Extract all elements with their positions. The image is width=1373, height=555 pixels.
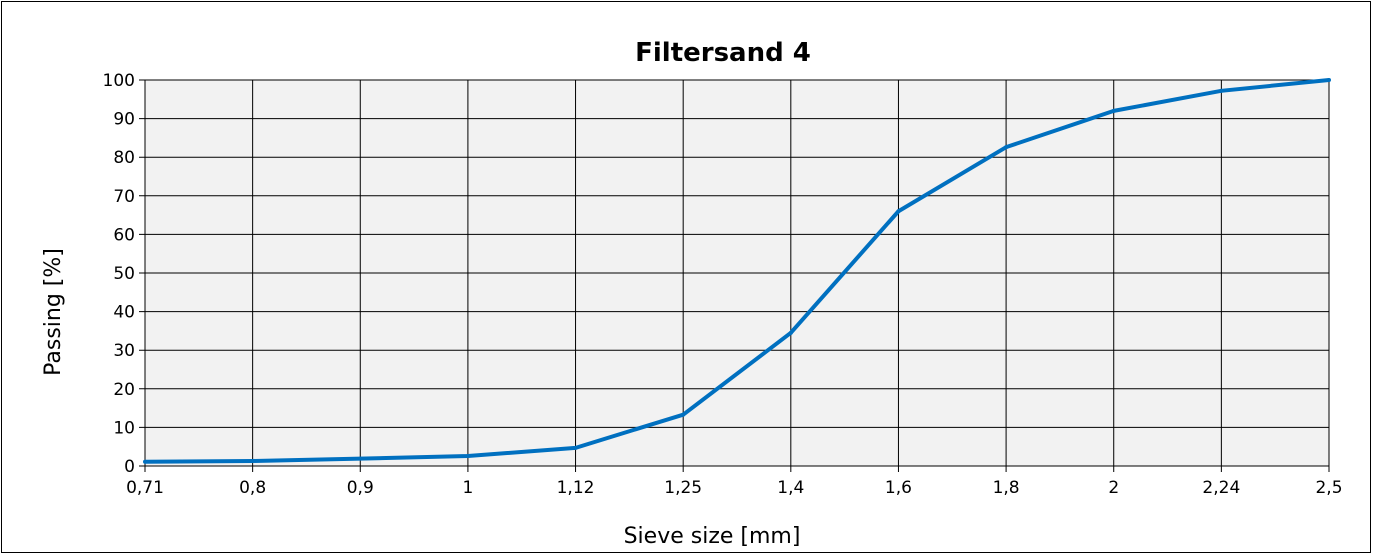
x-tick-label: 1,12 [557,478,595,498]
x-tick-label: 1,4 [777,478,804,498]
data-point [1111,108,1116,113]
x-tick-label: 2,24 [1202,478,1240,498]
y-tick-label: 70 [113,187,135,207]
data-point [1327,78,1331,82]
chart-title: Filtersand 4 [635,38,811,68]
x-tick-label: 1,8 [993,478,1020,498]
x-tick-label: 2 [1108,478,1119,498]
y-tick-label: 20 [113,380,135,400]
x-axis-label: Sieve size [mm] [624,524,801,549]
data-point [1004,145,1009,150]
data-point [788,330,793,335]
data-point [250,458,255,463]
x-tick-label: 1,25 [664,478,702,498]
y-tick-label: 80 [113,148,135,168]
data-point [896,209,901,214]
x-tick-label: 2,5 [1315,478,1342,498]
data-point [465,453,470,458]
x-tick-label: 0,9 [347,478,374,498]
y-tick-label: 30 [113,341,135,361]
grid-lines [139,79,1330,472]
data-point [1219,88,1224,93]
y-tick-label: 60 [113,225,135,245]
data-point [573,445,578,450]
series-layer [143,78,1331,464]
x-tick-label: 1 [462,478,473,498]
x-tick-label: 0,8 [239,478,266,498]
y-tick-label: 40 [113,303,135,323]
y-tick-label: 90 [113,110,135,130]
x-tick-label: 0,71 [126,478,164,498]
y-tick-label: 50 [113,264,135,284]
x-tick-label: 1,6 [885,478,912,498]
data-point [681,412,686,417]
series-line [144,78,1330,464]
x-tick-labels: 0,71 0,8 0,9 1 1,12 1,25 1,4 1,6 1,8 2 2,24 2,5 [126,478,1342,498]
y-axis-label: Passing [%] [41,248,66,376]
data-point [358,456,363,461]
y-tick-label: 100 [103,71,135,91]
y-tick-labels: 0 10 20 30 40 50 60 70 80 90 100 [103,71,135,477]
y-tick-label: 0 [124,457,135,477]
data-point [143,459,147,464]
y-tick-label: 10 [113,418,135,438]
